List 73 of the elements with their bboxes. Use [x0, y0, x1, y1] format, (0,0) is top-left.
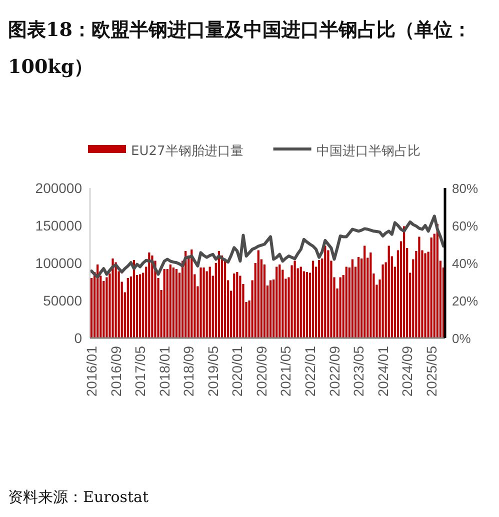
bar — [112, 258, 114, 338]
bar — [312, 260, 314, 338]
bar — [257, 250, 260, 338]
bar — [148, 252, 150, 338]
bar — [106, 277, 108, 338]
x-tick-label: 2021/05 — [278, 346, 294, 397]
bar — [370, 252, 372, 338]
text: 资料来源：Eurostat — [8, 488, 149, 507]
bar — [202, 268, 205, 338]
bar — [236, 272, 238, 338]
y2-tick-label: 80% — [452, 181, 478, 196]
x-tick-label: 2016/01 — [84, 346, 100, 397]
legend-label: 中国进口半钢占比 — [316, 144, 420, 159]
bar — [224, 258, 226, 338]
x-tick-label: 2022/01 — [302, 346, 318, 397]
bar — [126, 278, 129, 338]
bar — [206, 271, 208, 338]
y-tick-label: 200000 — [35, 180, 82, 196]
bar — [302, 271, 305, 338]
x-tick-label: 2016/09 — [108, 346, 124, 397]
y-tick-label: 50000 — [43, 292, 82, 308]
bar — [351, 259, 354, 338]
bar — [382, 264, 384, 338]
bar — [175, 269, 178, 338]
bar — [172, 268, 174, 338]
bar — [324, 246, 326, 338]
x-tick-label: 2025/05 — [423, 346, 440, 397]
bar — [318, 260, 320, 338]
x-tick-label: 2019/05 — [204, 346, 221, 397]
bar — [239, 276, 242, 338]
x-tick-label: 2024/01 — [374, 346, 391, 397]
bar — [276, 266, 278, 338]
bar — [424, 253, 426, 338]
bar — [233, 274, 236, 338]
bar — [327, 250, 330, 338]
bar — [290, 265, 293, 338]
legend-label: EU27半钢胎进口量 — [131, 144, 244, 159]
x-tick-label: 2023/05 — [350, 346, 367, 397]
bar — [269, 280, 272, 338]
y2-tick-label: 60% — [452, 218, 478, 234]
x-tick-label: 2022/09 — [326, 346, 342, 397]
bar — [418, 236, 420, 338]
y-tick-label: 100000 — [35, 255, 82, 271]
x-tick-label: 2020/01 — [229, 346, 246, 397]
bar — [151, 256, 154, 338]
bar — [208, 266, 211, 338]
bar — [169, 264, 172, 338]
bar — [294, 260, 296, 338]
bar — [114, 262, 117, 338]
y-tick-label: 0 — [74, 330, 82, 346]
y2-tick-label: 20% — [452, 294, 478, 308]
bar — [278, 264, 281, 338]
x-tick-label: 2018/01 — [156, 346, 172, 397]
bar — [402, 226, 406, 338]
bar — [200, 268, 202, 338]
bar — [339, 277, 342, 338]
y2-tick-label: 40% — [452, 256, 478, 271]
x-tick-label: 2024/09 — [399, 346, 416, 397]
bar — [300, 266, 302, 338]
bar — [163, 269, 166, 338]
bar — [306, 272, 308, 338]
bar — [430, 238, 432, 338]
x-tick-label: 2017/05 — [132, 346, 148, 397]
x-tick-label: 2020/09 — [253, 346, 270, 397]
bar — [345, 266, 348, 338]
y2-tick-label: 0% — [452, 331, 472, 346]
bar — [364, 246, 366, 338]
bar — [357, 257, 360, 338]
bar — [388, 246, 390, 338]
bar — [139, 274, 142, 338]
x-tick-label: 2018/09 — [180, 346, 197, 397]
y-tick-label: 150000 — [35, 218, 82, 234]
chart-title: 图表18：欧盟半钢进口量及中国进口半钢占比（单位：100kg） — [8, 18, 472, 80]
